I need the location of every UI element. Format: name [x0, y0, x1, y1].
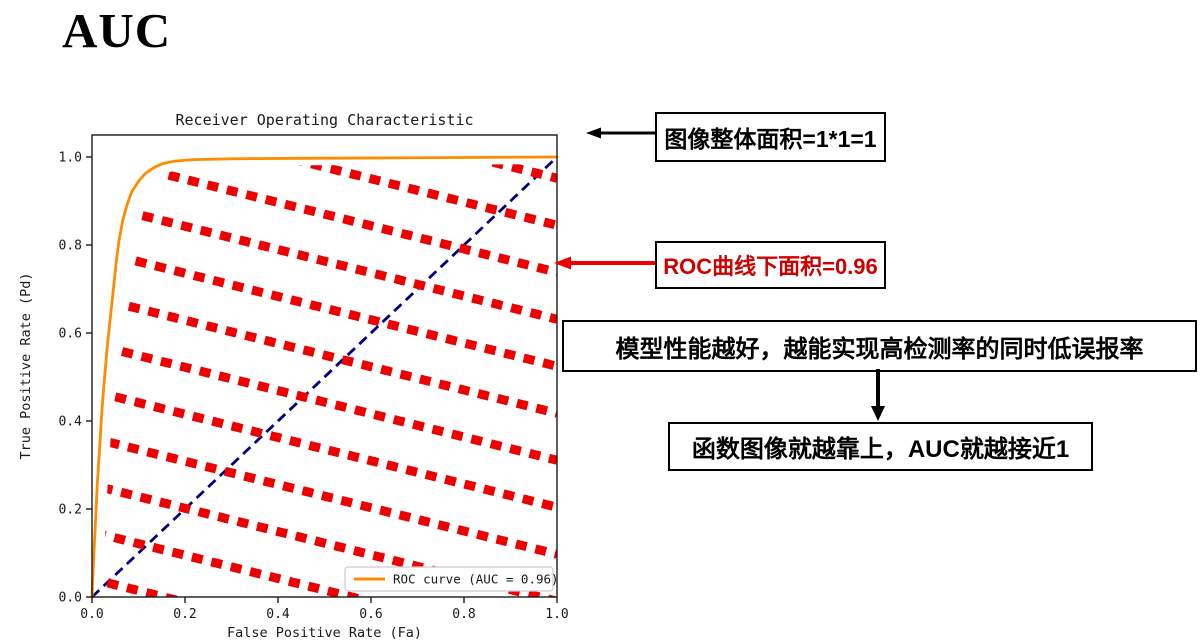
x-tick-label: 0.0 [80, 607, 103, 622]
y-tick-label: 0.2 [59, 503, 82, 518]
plot-frame [91, 134, 558, 598]
chart-title: Receiver Operating Characteristic [175, 111, 473, 129]
arrow-down-black-icon [871, 369, 885, 421]
x-axis-label: False Positive Rate (Fa) [227, 625, 422, 641]
y-tick-label: 0.4 [59, 415, 83, 430]
y-tick-label: 0.8 [59, 239, 82, 254]
x-tick-label: 1.0 [545, 607, 568, 622]
annotation-total-area: 图像整体面积=1*1=1 [655, 112, 886, 162]
chance-diagonal-line [91, 155, 558, 599]
annotation-roc-area: ROC曲线下面积=0.96 [655, 241, 886, 289]
y-tick-label: 0.0 [59, 591, 82, 606]
x-tick-label: 0.8 [452, 607, 475, 622]
auc-hatch-fill [102, 164, 557, 597]
annotation-auc-note: 函数图像就越靠上，AUC就越接近1 [668, 422, 1093, 471]
y-tick-label: 1.0 [59, 151, 82, 166]
page-title: AUC [62, 3, 172, 58]
legend-label: ROC curve (AUC = 0.96) [393, 572, 559, 587]
x-tick-label: 0.4 [266, 607, 290, 622]
x-tick-label: 0.6 [359, 607, 382, 622]
arrow-left-red-icon [554, 256, 656, 270]
legend: ROC curve (AUC = 0.96) [344, 566, 559, 592]
y-axis-label: True Positive Rate (Pd) [18, 273, 34, 460]
roc-curve-line [90, 155, 559, 599]
arrow-left-black-icon [586, 127, 658, 139]
annotation-model-note: 模型性能越好，越能实现高检测率的同时低误报率 [562, 320, 1197, 372]
roc-chart: 0.0 0.2 0.4 0.6 0.8 1.0 0.0 0.2 0.4 0.6 0.8 1.0 Rece… [18, 111, 569, 641]
x-tick-label: 0.2 [173, 607, 196, 622]
y-tick-label: 0.6 [59, 327, 82, 342]
